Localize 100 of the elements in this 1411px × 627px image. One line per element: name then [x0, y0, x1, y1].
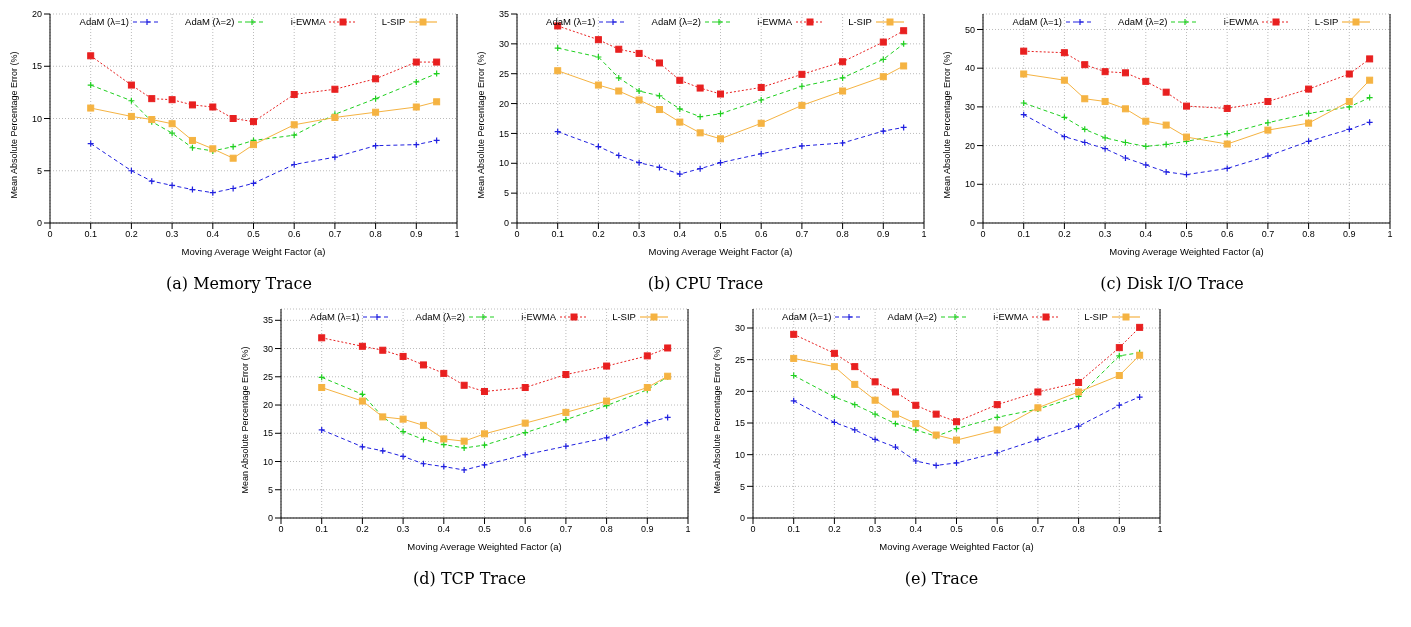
y-axis-title: Mean Absolute Percentage Error (%): [239, 346, 250, 494]
legend-label: AdaM (λ=2): [185, 16, 235, 27]
x-tick-label: 0.6: [518, 524, 531, 535]
y-tick-label: 0: [739, 513, 745, 524]
y-tick-label: 5: [36, 165, 42, 176]
y-tick-label: 0: [36, 218, 42, 229]
x-tick-label: 1: [454, 229, 460, 240]
legend-label: L-SIP: [381, 16, 406, 27]
x-tick-label: 0.6: [990, 524, 1003, 535]
y-tick-label: 25: [262, 371, 273, 382]
x-tick-label: 0: [749, 524, 756, 535]
x-tick-label: 0.9: [640, 524, 654, 535]
x-tick-label: 0.6: [287, 229, 301, 240]
x-tick-label: 0.8: [1302, 229, 1315, 240]
x-tick-label: 0.4: [673, 229, 686, 240]
x-tick-label: 0.4: [206, 229, 220, 240]
x-tick-label: 0.8: [1071, 524, 1085, 535]
x-tick-label: 1: [920, 229, 927, 240]
x-tick-label: 0.1: [314, 524, 328, 535]
y-tick-label: 15: [31, 61, 42, 72]
x-tick-label: 0.5: [477, 524, 491, 535]
legend-label: L-SIP: [612, 311, 636, 322]
legend-label: AdaM (λ=2): [415, 311, 465, 322]
y-tick-label: 35: [498, 9, 509, 20]
text: (b) CPU Trace: [647, 274, 764, 293]
y-tick-label: 20: [31, 9, 42, 20]
x-tick-label: 0.2: [1058, 229, 1071, 240]
y-tick-label: 15: [498, 128, 509, 139]
y-axis-title: Mean Absolute Percentage Error (%): [475, 51, 486, 199]
y-tick-label: 10: [734, 449, 745, 460]
x-tick-label: 0.1: [1017, 229, 1030, 240]
legend-label: AdaM (λ=2): [887, 311, 937, 322]
legend-label: L-SIP: [1314, 16, 1339, 27]
x-tick-label: 0.3: [396, 524, 409, 535]
y-tick-label: 40: [964, 63, 975, 74]
x-tick-label: 0.8: [835, 229, 849, 240]
y-tick-label: 5: [503, 188, 509, 199]
text: (a) Memory Trace: [166, 274, 312, 293]
y-tick-label: 10: [262, 456, 273, 467]
x-tick-label: 0.4: [909, 524, 922, 535]
x-tick-label: 1: [684, 524, 691, 535]
legend-label: i-EWMA: [290, 16, 326, 27]
x-tick-label: 0.7: [328, 229, 342, 240]
x-tick-label: 0.4: [437, 524, 450, 535]
x-tick-label: 0.9: [876, 229, 890, 240]
y-tick-label: 35: [262, 315, 273, 326]
y-tick-label: 25: [498, 68, 509, 79]
x-tick-label: 0.3: [868, 524, 881, 535]
x-tick-label: 1: [1156, 524, 1163, 535]
legend-label: i-EWMA: [521, 311, 556, 322]
y-tick-label: 20: [262, 400, 273, 411]
y-tick-label: 0: [969, 218, 975, 229]
y-tick-label: 20: [964, 140, 975, 151]
legend-label: AdaM (λ=1): [546, 16, 596, 27]
y-tick-label: 5: [267, 484, 273, 495]
x-tick-label: 0.7: [1031, 524, 1044, 535]
x-tick-label: 0.7: [795, 229, 808, 240]
y-tick-label: 0: [503, 218, 509, 229]
y-tick-label: 10: [964, 179, 975, 190]
y-tick-label: 10: [31, 113, 42, 124]
x-tick-label: 0.5: [949, 524, 963, 535]
legend-label: i-EWMA: [993, 311, 1028, 322]
legend-label: L-SIP: [848, 16, 872, 27]
x-tick-label: 0.6: [1220, 229, 1234, 240]
x-tick-label: 0: [513, 229, 520, 240]
y-tick-label: 30: [734, 323, 745, 334]
y-tick-label: 25: [734, 354, 745, 365]
x-tick-label: 0: [277, 524, 284, 535]
text: (e) Trace: [904, 569, 979, 588]
x-tick-label: 0: [47, 229, 53, 240]
x-tick-label: 0.5: [713, 229, 727, 240]
x-tick-label: 0: [980, 229, 986, 240]
legend-label: i-EWMA: [757, 16, 792, 27]
text: (c) Disk I/O Trace: [1100, 274, 1244, 293]
y-tick-label: 30: [262, 343, 273, 354]
x-tick-label: 0.2: [355, 524, 369, 535]
x-tick-label: 0.9: [410, 229, 423, 240]
x-tick-label: 0.9: [1343, 229, 1356, 240]
x-tick-label: 0.3: [632, 229, 645, 240]
y-tick-label: 30: [498, 39, 509, 50]
y-tick-label: 50: [964, 24, 975, 35]
x-tick-label: 0.8: [599, 524, 613, 535]
legend-label: AdaM (λ=2): [1118, 16, 1168, 27]
x-tick-label: 0.5: [247, 229, 260, 240]
x-axis-title: Moving Average Weighted Factor (a): [1109, 246, 1264, 257]
legend-label: AdaM (λ=1): [782, 311, 832, 322]
x-tick-label: 0.9: [1112, 524, 1126, 535]
x-tick-label: 0.2: [827, 524, 841, 535]
y-tick-label: 15: [734, 418, 745, 429]
x-tick-label: 0.1: [550, 229, 564, 240]
legend-label: AdaM (λ=1): [79, 16, 129, 27]
y-axis-title: Mean Absolute Percentage Error (%): [711, 346, 722, 494]
legend-label: i-EWMA: [1223, 16, 1259, 27]
y-tick-label: 30: [964, 102, 975, 113]
y-tick-label: 20: [498, 98, 509, 109]
legend-label: L-SIP: [1084, 311, 1108, 322]
x-axis-title: Moving Average Weighted Factor (a): [878, 541, 1034, 552]
x-axis-title: Moving Average Weight Factor (a): [181, 246, 326, 257]
legend-label: AdaM (λ=2): [651, 16, 701, 27]
y-tick-label: 0: [267, 513, 273, 524]
